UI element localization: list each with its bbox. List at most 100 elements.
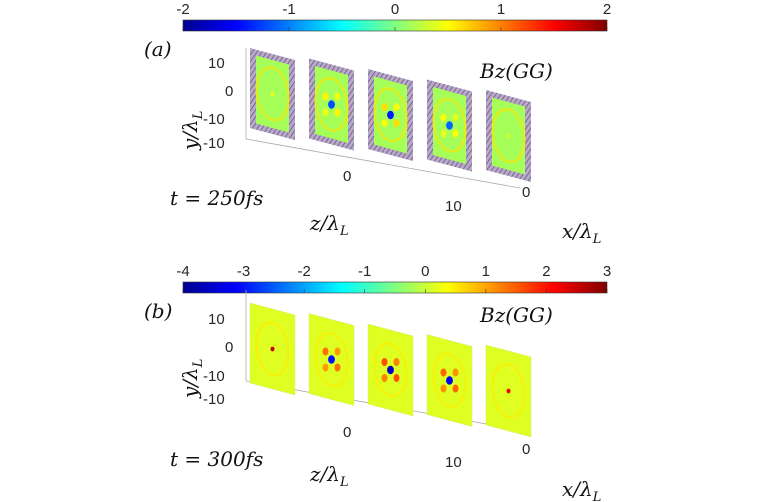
colorbar-b: -4 -3 -2 -1 0 1 2 3 — [176, 263, 611, 294]
slice-lobe — [393, 374, 400, 382]
y-tick-b-2: -10 — [203, 368, 225, 385]
slice-ring — [255, 321, 290, 377]
slice-lobe — [452, 384, 459, 393]
colorbar-tick-label: -4 — [176, 263, 189, 280]
slice-lobe — [322, 108, 329, 117]
slice-lobe — [322, 92, 329, 101]
y-tick-a-2: -10 — [203, 111, 225, 128]
slice-peak — [387, 110, 394, 120]
slice-peak — [270, 346, 275, 352]
z-tick-a-1: 10 — [445, 198, 462, 215]
y-tick-a-1: 0 — [225, 83, 233, 100]
panel-a-label: (a) — [144, 37, 172, 61]
slice-peak — [446, 376, 453, 385]
colorbar-tick-label: 1 — [497, 1, 505, 18]
x-label-a: x/λL — [562, 219, 601, 247]
colorbar-tick-label: 0 — [391, 1, 399, 18]
colorbar-tick-label: 1 — [482, 263, 490, 280]
slice-lobe — [334, 363, 341, 372]
slice-peak — [506, 388, 511, 394]
slice-4 — [426, 334, 473, 427]
y-tick-a-3: -10 — [203, 135, 225, 152]
slice-lobe — [393, 119, 400, 127]
slice-lobe — [381, 119, 388, 127]
slice-peak — [270, 91, 275, 97]
x-label-b: x/λL — [562, 477, 601, 502]
slices-a — [250, 48, 531, 182]
colorbar-tick-label: -1 — [282, 1, 295, 18]
slice-peak — [387, 365, 394, 375]
slice-lobe — [334, 347, 341, 356]
slice-lobe — [322, 347, 329, 356]
slice-ring — [373, 87, 408, 143]
slice-lobe — [322, 363, 329, 372]
slice-peak — [328, 355, 335, 364]
colorbar-tick-label: 2 — [603, 1, 611, 18]
slice-lobe — [393, 103, 400, 111]
slice-peak — [328, 100, 335, 109]
y-tick-b-0: 10 — [208, 311, 225, 328]
slice-ring — [373, 342, 408, 398]
slice-lobe — [381, 374, 388, 382]
slice-lobe — [381, 358, 388, 366]
slice-ring — [491, 108, 526, 164]
colorbar-tick-label: 2 — [542, 263, 550, 280]
y-tick-a-0: 10 — [208, 55, 225, 72]
time-label-b: t = 300fs — [170, 447, 263, 471]
slice-ring — [255, 66, 290, 122]
x-tick-a-0: 0 — [522, 184, 530, 201]
slice-ring — [432, 97, 467, 153]
panel-b-label: (b) — [144, 299, 172, 323]
slice-3 — [367, 323, 414, 417]
colorbar-tick-label: -2 — [297, 263, 310, 280]
panel-b: -4 -3 -2 -1 0 1 2 3 (b) Bz(GG) 10 0 -10 -10 0 1… — [144, 263, 611, 502]
slice-lobe — [440, 368, 447, 377]
slice-ring — [314, 331, 349, 387]
slice-peak — [446, 121, 453, 130]
time-label-a: t = 250fs — [170, 186, 263, 210]
slice-lobe — [452, 368, 459, 377]
slice-ring — [432, 352, 467, 408]
y-tick-b-3: -10 — [203, 391, 225, 408]
slice-lobe — [452, 113, 459, 122]
colorbar-tick-label: -3 — [237, 263, 250, 280]
colorbar-b-label: Bz(GG) — [479, 303, 553, 327]
colorbar-tick-label: 0 — [421, 263, 429, 280]
slice-3 — [368, 69, 413, 161]
slice-lobe — [440, 113, 447, 122]
axes-a — [245, 48, 521, 189]
slice-peak — [506, 133, 511, 139]
slice-4 — [427, 79, 472, 172]
panel-a: -2 -1 0 1 2 (a) Bz(GG) 10 0 -10 -10 0 10 0 y… — [144, 1, 611, 247]
slice-5 — [485, 344, 532, 438]
slice-lobe — [393, 358, 400, 366]
colorbar-b-bar — [182, 281, 608, 294]
slice-ring — [491, 363, 526, 419]
z-tick-a-0: 0 — [343, 168, 351, 185]
z-label-a: z/λL — [309, 211, 349, 239]
z-tick-b-1: 10 — [445, 454, 462, 471]
slice-lobe — [440, 384, 447, 393]
slice-ring — [314, 76, 349, 132]
z-tick-b-0: 0 — [343, 424, 351, 441]
slice-lobe — [334, 92, 341, 101]
slice-lobe — [334, 108, 341, 117]
colorbar-tick-label: -2 — [176, 1, 189, 18]
slice-lobe — [381, 103, 388, 111]
slice-lobe — [440, 129, 447, 138]
slice-lobe — [452, 129, 459, 138]
colorbar-a-label: Bz(GG) — [479, 59, 553, 83]
colorbar-tick-label: 3 — [603, 263, 611, 280]
y-label-b: y/λL — [178, 359, 206, 399]
slice-1 — [250, 48, 295, 140]
y-tick-b-1: 0 — [225, 339, 233, 356]
colorbar-tick-label: -1 — [358, 263, 371, 280]
slice-5 — [486, 90, 531, 182]
colorbar-a: -2 -1 0 1 2 — [176, 1, 611, 32]
slices-b — [249, 302, 532, 438]
slice-2 — [308, 313, 355, 406]
slice-2 — [309, 58, 354, 151]
y-label-a: y/λL — [178, 111, 206, 151]
z-label-b: z/λL — [309, 462, 349, 490]
